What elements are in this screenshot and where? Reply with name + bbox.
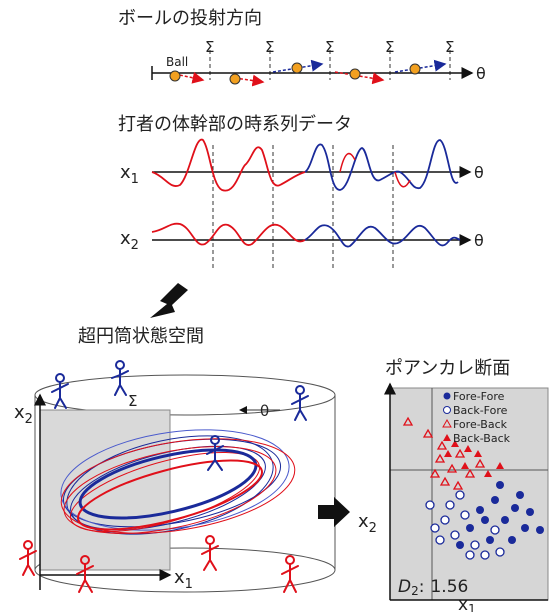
section-label: Σ: [205, 38, 214, 56]
flow-arrow: [318, 497, 350, 527]
axis-label: θ: [474, 231, 484, 250]
poincare-title: ポアンカレ断面: [385, 358, 510, 379]
x-label: x: [358, 511, 369, 532]
subscript: 1: [468, 602, 476, 612]
dimension-value: 1.56: [430, 577, 468, 597]
series-title: 打者の体幹部の時系列データ: [118, 114, 352, 135]
x2-series-blue: [305, 225, 460, 246]
y-axis-label: x2: [358, 511, 377, 536]
d-label: D: [398, 577, 411, 597]
section-label: Σ: [445, 38, 454, 56]
row-label: x2: [120, 228, 139, 253]
section-label: Σ: [385, 38, 394, 56]
section-label: Σ: [325, 38, 334, 56]
row-label: x1: [120, 162, 139, 187]
subscript: 2: [411, 584, 419, 598]
axis-label: θ: [476, 64, 486, 83]
section-label: Σ: [265, 38, 274, 56]
separator: :: [419, 577, 425, 597]
x1-series-red: [340, 154, 410, 187]
legend: Fore-Fore Back-Fore Fore-Back Back-Back: [443, 390, 511, 445]
phase-label: θ: [260, 402, 269, 420]
y-axis-label: x2: [14, 402, 33, 427]
section-label: Σ: [128, 392, 137, 410]
section-plane: [40, 410, 170, 570]
state-space-title: 超円筒状態空間: [78, 326, 204, 347]
series-sections: [213, 145, 393, 270]
x2-series-red: [152, 224, 305, 245]
x-label: x: [120, 162, 131, 183]
legend-label: Fore-Back: [453, 418, 508, 431]
x1-series-red: [152, 140, 305, 191]
flow-arrow: [150, 283, 188, 318]
subscript: 2: [25, 412, 33, 427]
subscript: 2: [369, 521, 377, 536]
subscript: 2: [131, 238, 139, 253]
ball-title: ボールの投射方向: [118, 8, 262, 29]
legend-label: Fore-Fore: [453, 390, 505, 403]
axis-label: θ: [474, 163, 484, 182]
x1-series-blue: [305, 144, 400, 190]
ball-label: Ball: [166, 55, 188, 69]
subscript: 1: [131, 172, 139, 187]
x-label: x: [14, 402, 25, 423]
x-label: x: [458, 595, 468, 612]
dimension-label: D2:1.56: [398, 577, 468, 598]
x-axis-label: x1: [174, 567, 193, 592]
subscript: 1: [185, 577, 193, 592]
figure: ボールの投射方向 Σ Σ Σ Σ Σ Ball θ 打者の体幹部の時系列データ …: [0, 0, 553, 612]
legend-label: Back-Fore: [453, 404, 508, 417]
x-label: x: [120, 228, 131, 249]
legend-label: Back-Back: [453, 432, 511, 445]
x-label: x: [174, 567, 185, 588]
